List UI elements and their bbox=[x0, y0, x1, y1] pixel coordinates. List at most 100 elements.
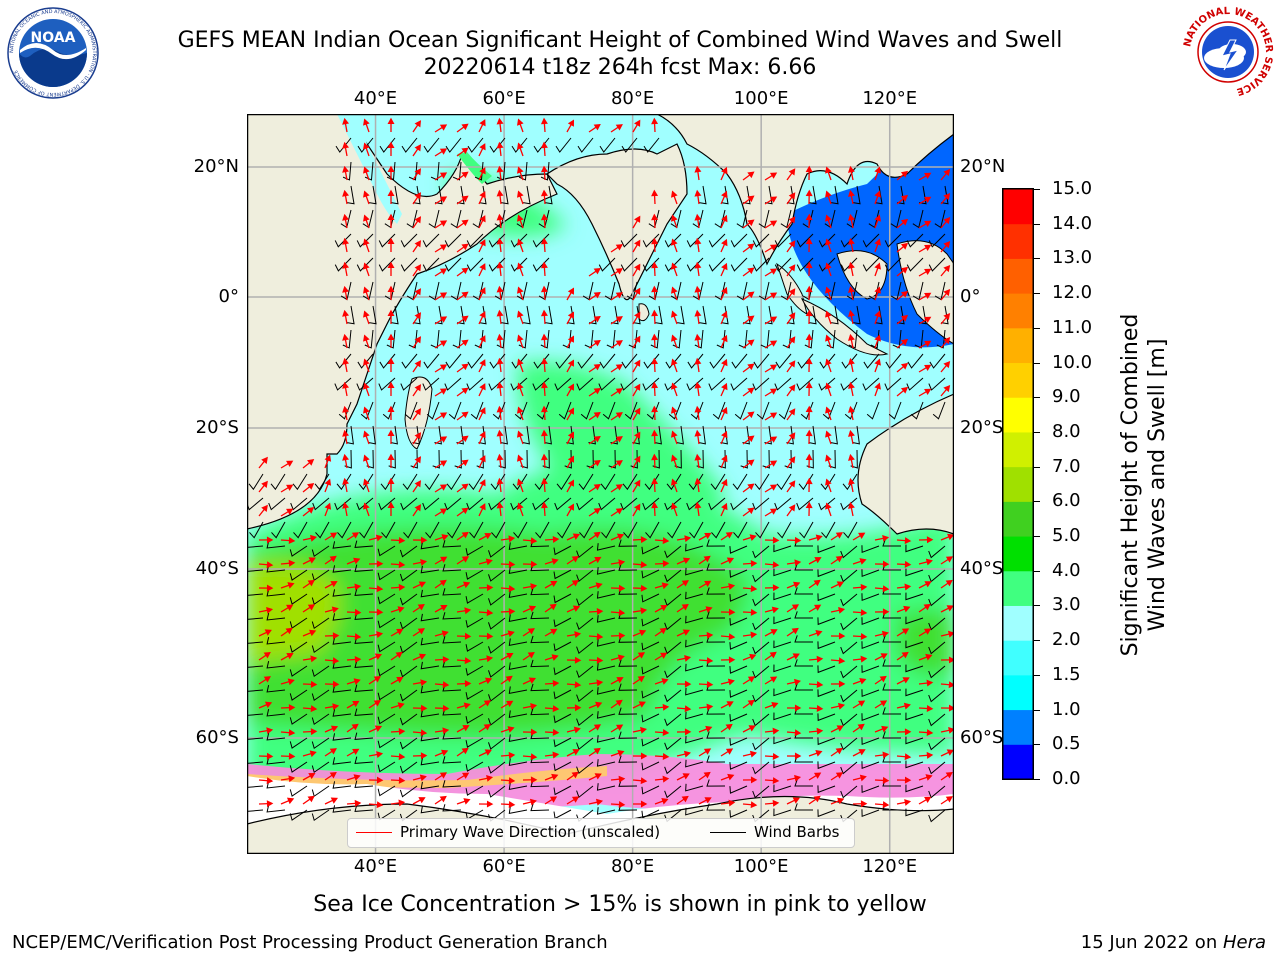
wave-arrow-head bbox=[924, 316, 932, 323]
wind-barb bbox=[412, 425, 420, 445]
wave-arrow-head bbox=[945, 771, 953, 779]
wind-barb bbox=[248, 473, 264, 491]
wind-barb bbox=[408, 329, 418, 349]
wave-arrow-head bbox=[507, 726, 515, 733]
wave-arrow-head bbox=[374, 725, 383, 732]
wave-arrow-head bbox=[805, 261, 813, 269]
wind-barb bbox=[401, 137, 418, 153]
wind-barb bbox=[311, 617, 330, 630]
wave-arrow-head bbox=[496, 429, 504, 437]
wave-arrow-head bbox=[387, 213, 395, 221]
wind-barb bbox=[354, 564, 374, 572]
colorbar-segment bbox=[1003, 327, 1033, 364]
wave-arrow-head bbox=[900, 314, 909, 322]
wind-barb bbox=[796, 497, 814, 511]
wave-arrow-head bbox=[838, 606, 846, 614]
colorbar-label: Significant Height of Combined Wind Wave… bbox=[1118, 313, 1170, 657]
wave-arrow-head bbox=[671, 262, 678, 270]
wave-arrow-head bbox=[794, 536, 802, 544]
wave-arrow-head bbox=[703, 748, 712, 755]
wind-barb bbox=[553, 761, 572, 772]
wave-arrow-head bbox=[848, 429, 855, 437]
lat-tick-right: 0° bbox=[960, 286, 981, 307]
wind-barb bbox=[710, 473, 726, 491]
wind-barb bbox=[809, 185, 817, 205]
wind-barb bbox=[892, 329, 902, 349]
wind-barb bbox=[840, 641, 858, 655]
wave-arrow-head bbox=[439, 772, 448, 779]
colorbar bbox=[1002, 188, 1034, 780]
wave-arrow-head bbox=[307, 483, 315, 490]
wind-barb bbox=[817, 569, 836, 578]
wave-arrow-head bbox=[728, 583, 736, 590]
wind-barb bbox=[775, 353, 792, 369]
wave-arrow-head bbox=[479, 239, 486, 247]
wind-barb bbox=[620, 257, 638, 272]
wind-barb bbox=[377, 689, 396, 701]
wave-arrow-head bbox=[398, 776, 406, 784]
wave-arrow-head bbox=[266, 536, 274, 544]
wave-arrow-head bbox=[342, 165, 350, 173]
wave-arrow-head bbox=[420, 729, 428, 737]
wind-barb bbox=[381, 521, 396, 539]
wave-arrow-head bbox=[414, 384, 422, 392]
wave-arrow-head bbox=[651, 261, 659, 269]
wind-barb bbox=[557, 521, 572, 539]
wave-arrow-head bbox=[848, 333, 855, 341]
wind-barb bbox=[672, 329, 682, 349]
wind-barb bbox=[247, 708, 264, 716]
colorbar-tick: 1.0 bbox=[1052, 698, 1081, 720]
wave-arrow-head bbox=[651, 117, 659, 125]
wind-barb bbox=[423, 353, 440, 369]
wind-barb bbox=[247, 660, 264, 668]
wave-arrow-head bbox=[706, 657, 714, 665]
wave-arrow-head bbox=[417, 603, 425, 611]
wave-arrow-head bbox=[441, 749, 449, 757]
wave-arrow-head bbox=[496, 189, 504, 197]
wind-barb bbox=[468, 473, 484, 491]
wave-arrow-head bbox=[387, 117, 395, 125]
wave-arrow-head bbox=[815, 534, 823, 542]
wind-barb bbox=[853, 185, 861, 205]
wave-arrow-head bbox=[825, 454, 832, 462]
wave-arrow-head bbox=[352, 748, 360, 755]
wind-barb bbox=[360, 401, 374, 420]
wind-barb bbox=[311, 665, 330, 678]
wave-arrow-head bbox=[398, 753, 406, 761]
colorbar-tick-mark bbox=[1034, 189, 1040, 190]
wind-barb bbox=[646, 401, 660, 420]
wind-barb bbox=[522, 425, 530, 445]
wind-barb bbox=[266, 805, 286, 813]
wave-arrow-head bbox=[858, 749, 866, 756]
wind-barb bbox=[266, 661, 286, 669]
wind-barb bbox=[843, 521, 858, 539]
wind-barb bbox=[488, 761, 506, 774]
wind-barb bbox=[620, 233, 638, 248]
wave-arrow-head bbox=[651, 189, 659, 197]
wave-arrow-head bbox=[924, 220, 932, 227]
wave-arrow-head bbox=[924, 244, 932, 251]
wind-barb bbox=[861, 809, 880, 818]
wave-arrow-head bbox=[440, 556, 448, 563]
wind-barb bbox=[247, 756, 264, 764]
wave-arrow-head bbox=[694, 501, 702, 509]
wind-barb bbox=[247, 684, 264, 692]
wind-barb bbox=[444, 497, 462, 511]
colorbar-tick-mark bbox=[1034, 779, 1040, 780]
wave-arrow-head bbox=[771, 606, 779, 614]
wind-barb bbox=[730, 257, 748, 272]
wind-barb bbox=[729, 641, 748, 650]
wave-arrow-head bbox=[858, 532, 866, 539]
wind-barb bbox=[553, 665, 572, 676]
wind-barb bbox=[928, 257, 946, 272]
wave-arrow-head bbox=[439, 172, 448, 179]
wave-arrow-head bbox=[571, 771, 579, 779]
wind-barb bbox=[852, 425, 860, 445]
wind-barb bbox=[694, 329, 704, 349]
wave-arrow-head bbox=[439, 795, 447, 803]
wind-barb bbox=[488, 497, 506, 511]
wind-barb bbox=[840, 617, 858, 631]
wave-arrow-head bbox=[354, 583, 362, 591]
wind-barb bbox=[445, 137, 462, 153]
wave-arrow-head bbox=[943, 336, 951, 345]
